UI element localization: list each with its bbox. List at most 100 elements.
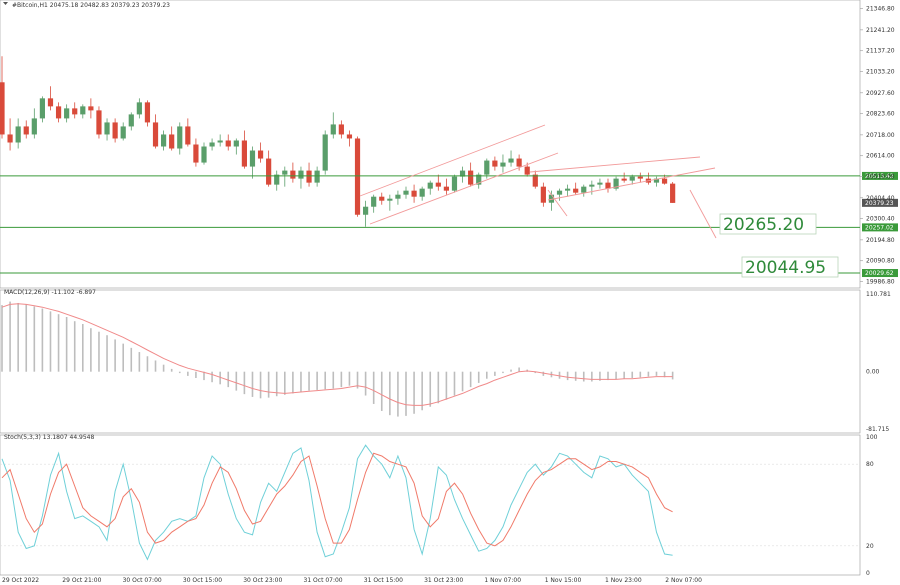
candle-body: [217, 140, 223, 143]
main-panel-title: #Bitcoin,H1 20475.18 20482.83 20379.23 2…: [12, 2, 170, 9]
candle-body: [257, 150, 264, 159]
candle-body: [15, 126, 21, 143]
candle-body: [459, 170, 466, 177]
candle-body: [266, 158, 272, 185]
candle-body: [411, 190, 417, 197]
trend-channel-line: [689, 189, 717, 239]
candle-body: [548, 194, 555, 203]
candle-body: [581, 186, 587, 193]
candle-body: [540, 186, 546, 203]
panel-frames: [0, 0, 861, 576]
candle-body: [112, 122, 118, 139]
price-tag-box: [862, 223, 898, 232]
candle-body: [282, 170, 288, 175]
price-tag-box: [862, 269, 898, 278]
candle-body: [395, 194, 401, 199]
y-tick-label: 21346.80: [866, 6, 895, 13]
y-tick-label: 20194.80: [866, 237, 895, 244]
candle-body: [363, 206, 369, 215]
x-axis-label: 31 Oct 23:00: [424, 577, 463, 584]
y-tick-label: 20614.00: [866, 153, 895, 160]
candle-body: [249, 150, 256, 167]
macd-y-tick-label: -81.715: [866, 426, 889, 433]
candle-body: [338, 124, 344, 135]
candlestick-series: [0, 56, 676, 227]
candle-body: [144, 102, 151, 123]
candle-body: [573, 188, 579, 193]
x-axis-label: 1 Nov 15:00: [545, 577, 582, 584]
x-axis-label: 30 Oct 23:00: [243, 577, 282, 584]
y-tick-label: 21137.20: [866, 48, 895, 55]
candle-body: [31, 118, 37, 135]
target-price-box: [719, 213, 817, 235]
candle-body: [516, 158, 522, 167]
candle-body: [72, 108, 78, 115]
candle-body: [670, 183, 676, 203]
candle-body: [80, 106, 86, 115]
candle-body: [621, 178, 627, 181]
stoch-y-tick-label: 80: [866, 461, 874, 468]
collapse-arrow-icon[interactable]: [3, 2, 8, 5]
candle-body: [241, 140, 247, 167]
candle-body: [589, 184, 595, 187]
candle-body: [209, 142, 215, 147]
candle-body: [290, 170, 296, 179]
macd-y-tick-label: 110.781: [866, 291, 891, 298]
candle-body: [225, 140, 231, 147]
candle-body: [193, 144, 199, 163]
trend-channel-line: [547, 189, 568, 217]
candle-body: [330, 124, 336, 135]
stoch-y-tick-label: 0: [866, 570, 870, 577]
main-panel-frame: [0, 0, 861, 289]
price-tag-label: 20029.62: [865, 270, 894, 277]
candle-body: [379, 196, 385, 201]
candle-body: [613, 178, 619, 189]
candle-body: [161, 134, 167, 147]
candle-body: [346, 134, 353, 139]
candle-body: [492, 160, 498, 167]
candle-body: [136, 102, 142, 115]
candle-body: [597, 182, 603, 185]
target-price-box: [741, 256, 839, 278]
candle-body: [47, 98, 54, 107]
candle-body: [298, 170, 304, 179]
candle-body: [96, 110, 102, 135]
candle-body: [484, 160, 490, 175]
price-tag-label: 20379.23: [865, 200, 894, 207]
price-tag-label: 20257.02: [865, 224, 894, 231]
candle-body: [120, 126, 126, 139]
x-axis-label: 1 Nov 23:00: [605, 577, 642, 584]
candle-body: [403, 190, 409, 195]
stoch-y-tick-label: 20: [866, 543, 874, 550]
candle-body: [185, 126, 191, 145]
target-price-label: 20044.95: [745, 258, 826, 278]
candle-body: [605, 182, 611, 189]
candle-body: [306, 170, 312, 183]
candle-body: [508, 158, 514, 163]
target-price-label: 20265.20: [723, 215, 804, 235]
x-axis-label: 29 Oct 2022: [2, 577, 39, 584]
price-tag-box: [862, 198, 898, 207]
candle-body: [532, 174, 538, 187]
axes-labels: 21346.80 21241.20 21137.20 21033.20 20927.60…: [2, 6, 895, 584]
candle-body: [274, 174, 280, 185]
x-axis-label: 1 Nov 07:00: [484, 577, 521, 584]
stoch-signal-line: [1, 452, 673, 547]
candle-body: [177, 126, 183, 149]
candle-body: [524, 166, 530, 175]
x-axis-label: 30 Oct 07:00: [123, 577, 162, 584]
macd-panel-title: MACD(12,26,9) -11.102 -6.897: [4, 289, 96, 296]
trend-channel-line: [359, 124, 546, 197]
candle-body: [128, 114, 134, 127]
trend-channel-line: [529, 156, 701, 173]
candle-body: [451, 176, 458, 191]
candle-body: [556, 190, 563, 195]
candle-body: [565, 188, 571, 191]
stoch-y-tick-label: 100: [866, 434, 878, 441]
macd-panel-frame: [0, 289, 861, 434]
candle-body: [7, 134, 13, 143]
y-tick-label: 20510.00: [866, 174, 895, 181]
x-axis-label: 30 Oct 15:00: [183, 577, 222, 584]
